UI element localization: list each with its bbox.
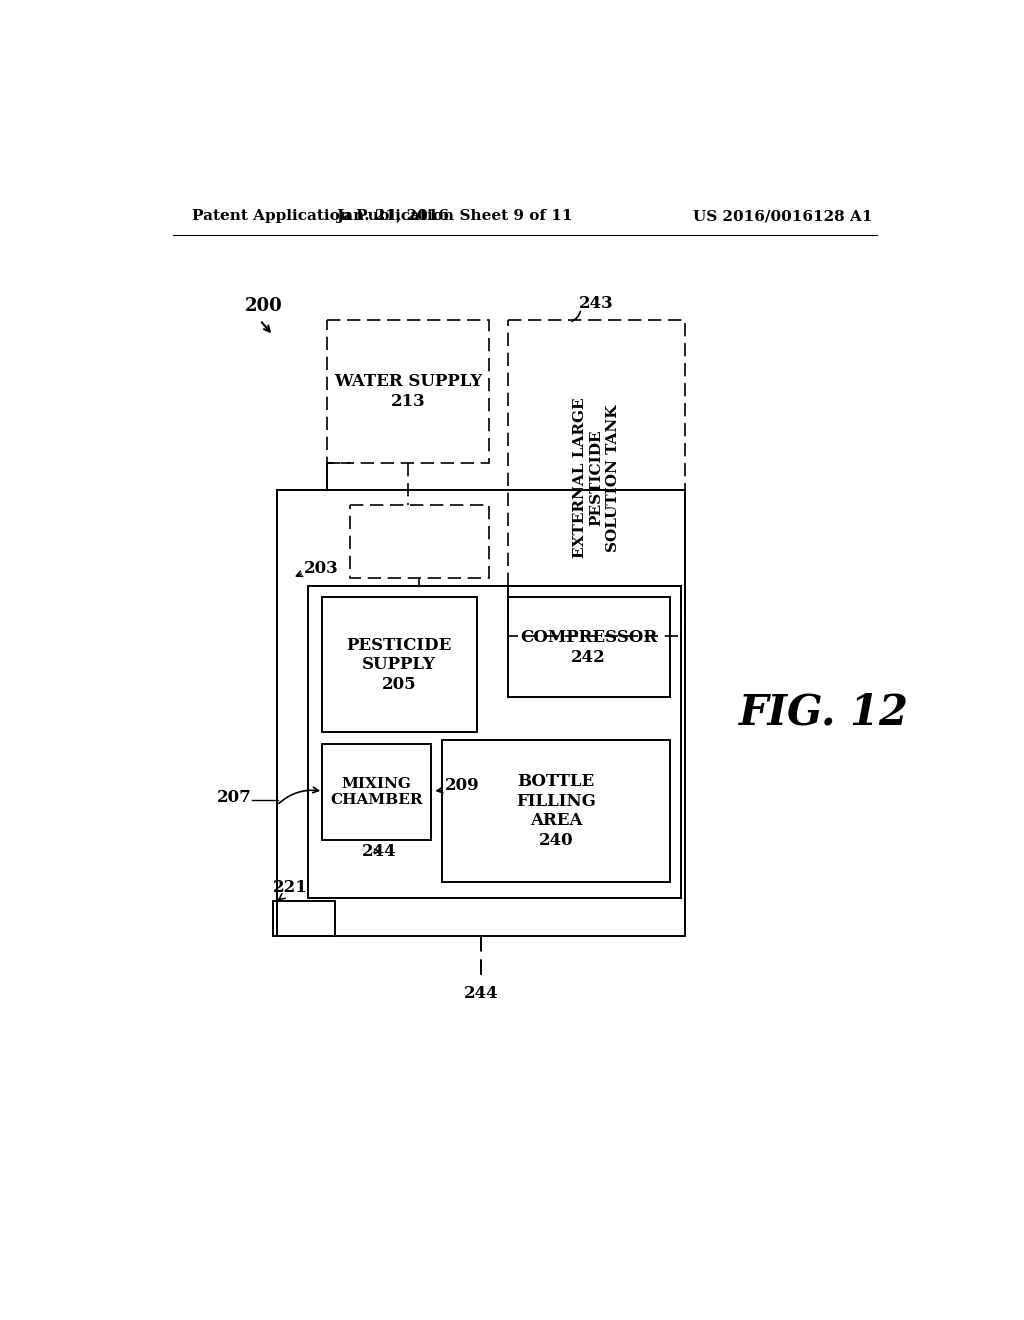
Text: US 2016/0016128 A1: US 2016/0016128 A1: [692, 209, 872, 223]
Text: EXTERNAL LARGE
PESTICIDE
SOLUTION TANK: EXTERNAL LARGE PESTICIDE SOLUTION TANK: [573, 397, 620, 558]
Text: WATER SUPPLY
213: WATER SUPPLY 213: [334, 374, 482, 409]
Text: 207: 207: [217, 789, 252, 807]
Bar: [508, 597, 670, 697]
Text: PESTICIDE
SUPPLY
205: PESTICIDE SUPPLY 205: [346, 636, 452, 693]
Bar: [508, 321, 685, 636]
Text: Jan. 21, 2016  Sheet 9 of 11: Jan. 21, 2016 Sheet 9 of 11: [336, 209, 572, 223]
Bar: [350, 506, 488, 578]
Text: FIG. 12: FIG. 12: [739, 692, 909, 734]
Text: Patent Application Publication: Patent Application Publication: [193, 209, 455, 223]
Bar: [322, 743, 431, 840]
Text: COMPRESSOR
242: COMPRESSOR 242: [520, 630, 657, 665]
Text: 203: 203: [304, 560, 339, 577]
Bar: [442, 739, 670, 882]
Bar: [307, 586, 681, 898]
Text: 221: 221: [273, 879, 308, 896]
Bar: [276, 490, 685, 936]
Text: 243: 243: [579, 294, 613, 312]
Text: 209: 209: [444, 777, 479, 795]
Text: 244: 244: [361, 843, 396, 859]
Text: BOTTLE
FILLING
AREA
240: BOTTLE FILLING AREA 240: [516, 774, 596, 849]
Text: 244: 244: [464, 985, 499, 1002]
Text: 200: 200: [245, 297, 283, 315]
Text: MIXING
CHAMBER: MIXING CHAMBER: [330, 776, 423, 807]
Bar: [273, 902, 335, 936]
Bar: [327, 321, 488, 462]
Bar: [322, 597, 477, 733]
